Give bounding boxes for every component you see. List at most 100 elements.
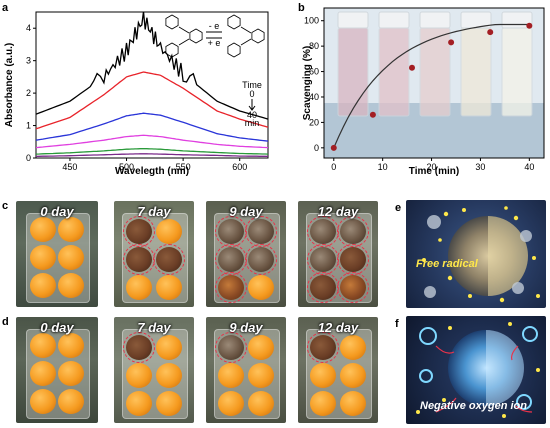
x-tick-label: 500 — [119, 162, 134, 172]
day-label: 0 day — [40, 320, 74, 335]
fruit — [248, 275, 274, 300]
free-radical-illustration: Free radical — [406, 200, 546, 308]
fruit — [248, 363, 274, 388]
photo-d-day7: 7 day — [114, 317, 194, 423]
spoilage-ring — [215, 216, 247, 247]
plot-frame — [35, 11, 269, 159]
spoilage-ring — [123, 332, 155, 363]
fruit — [30, 245, 56, 270]
oxygen-ion-art — [416, 322, 540, 418]
x-tick-label: 10 — [378, 162, 388, 172]
day-label: 12 day — [317, 204, 359, 219]
photo-c-day7: 7 day — [114, 201, 194, 307]
fruit — [58, 273, 84, 298]
spoilage-ring — [307, 272, 339, 303]
y-axis-title: Scavenging (%) — [302, 46, 313, 120]
small-sphere — [424, 286, 436, 298]
fruit — [218, 391, 244, 416]
vial — [501, 27, 533, 117]
vial — [378, 27, 410, 117]
panel-label-b: b — [298, 2, 305, 14]
reaction-reverse-label: + e — [208, 38, 221, 48]
y-tick-label: 80 — [309, 41, 319, 51]
reaction-forward-label: - e — [209, 21, 220, 31]
spoilage-ring — [153, 244, 185, 275]
spoilage-ring — [215, 244, 247, 275]
time-unit-label: min — [245, 118, 260, 128]
y-tick-label: 40 — [309, 92, 319, 102]
vial — [337, 27, 369, 117]
y-tick-label: 20 — [309, 117, 319, 127]
fruit — [340, 363, 366, 388]
y-axis-title: Absorbance (a.u.) — [4, 43, 15, 127]
bond — [178, 38, 190, 46]
y-tick-label: 2 — [26, 88, 31, 98]
fruit — [126, 363, 152, 388]
fruit — [248, 335, 274, 360]
spoilage-ring — [307, 332, 339, 363]
fruit — [156, 391, 182, 416]
fruit — [156, 219, 182, 244]
data-point — [526, 22, 533, 29]
day-label: 12 day — [317, 320, 359, 335]
fruit — [30, 333, 56, 358]
spectrum-line-4 — [35, 147, 269, 155]
fruit — [310, 363, 336, 388]
fruit — [156, 275, 182, 300]
panel-label-f: f — [395, 318, 399, 330]
sphere-cut — [488, 216, 528, 296]
benzene-ring — [227, 42, 241, 58]
data-point — [487, 29, 494, 36]
fruit — [340, 335, 366, 360]
x-tick-label: 40 — [524, 162, 534, 172]
fit-curve — [333, 23, 530, 149]
panel-label-c: c — [2, 200, 9, 212]
photo-c-day0: 0 day — [16, 201, 98, 307]
y-tick-label: 60 — [309, 67, 319, 77]
scavenging-chart: 0 20 40 60 80 100 0 10 20 30 40 Time (min) Scavengin… — [302, 7, 545, 177]
time-arrow-head — [248, 105, 256, 111]
spoilage-ring — [123, 244, 155, 275]
spoilage-ring — [215, 272, 247, 303]
time-end-label: 40 — [247, 110, 257, 120]
sphere-cut — [486, 330, 524, 406]
y-tick-label: 4 — [26, 23, 31, 33]
day-label: 7 day — [137, 320, 171, 335]
day-label: 9 day — [229, 320, 263, 335]
x-tick-label: 600 — [232, 162, 247, 172]
spectrum-line-2 — [35, 112, 269, 142]
x-tick-label: 0 — [331, 162, 336, 172]
data-point — [330, 144, 337, 151]
spectrum-line-5 — [35, 153, 269, 158]
spoilage-ring — [215, 332, 247, 363]
x-tick-label: 450 — [62, 162, 77, 172]
photo-c-day9: 9 day — [206, 201, 286, 307]
negative-oxygen-ion-illustration: Negative oxygen ion — [406, 316, 546, 424]
free-radical-label: Free radical — [416, 258, 478, 270]
x-axis-title: Wavelegth (nm) — [115, 166, 189, 177]
fruit — [126, 275, 152, 300]
small-sphere — [512, 282, 524, 294]
data-point — [448, 39, 455, 46]
reaction-scheme — [165, 14, 265, 58]
panel-label-a: a — [2, 2, 9, 14]
small-sphere — [427, 215, 441, 229]
benzene-ring — [227, 14, 241, 30]
fruit — [126, 391, 152, 416]
fruit — [156, 335, 182, 360]
benzene-ring — [189, 28, 203, 44]
sphere — [448, 330, 524, 406]
plot-frame — [323, 7, 545, 159]
y-tick-label: 3 — [26, 56, 31, 66]
spoilage-ring — [245, 244, 277, 275]
spectrum-line-0 — [35, 11, 269, 120]
day-label: 7 day — [137, 204, 171, 219]
fruit — [156, 363, 182, 388]
y-tick-label: 0 — [314, 143, 319, 153]
time-start-label: 0 — [249, 89, 254, 99]
fruit — [248, 391, 274, 416]
spoilage-ring — [307, 216, 339, 247]
spectrum-line-1 — [35, 71, 269, 130]
fruit — [58, 389, 84, 414]
day-label: 0 day — [40, 204, 74, 219]
